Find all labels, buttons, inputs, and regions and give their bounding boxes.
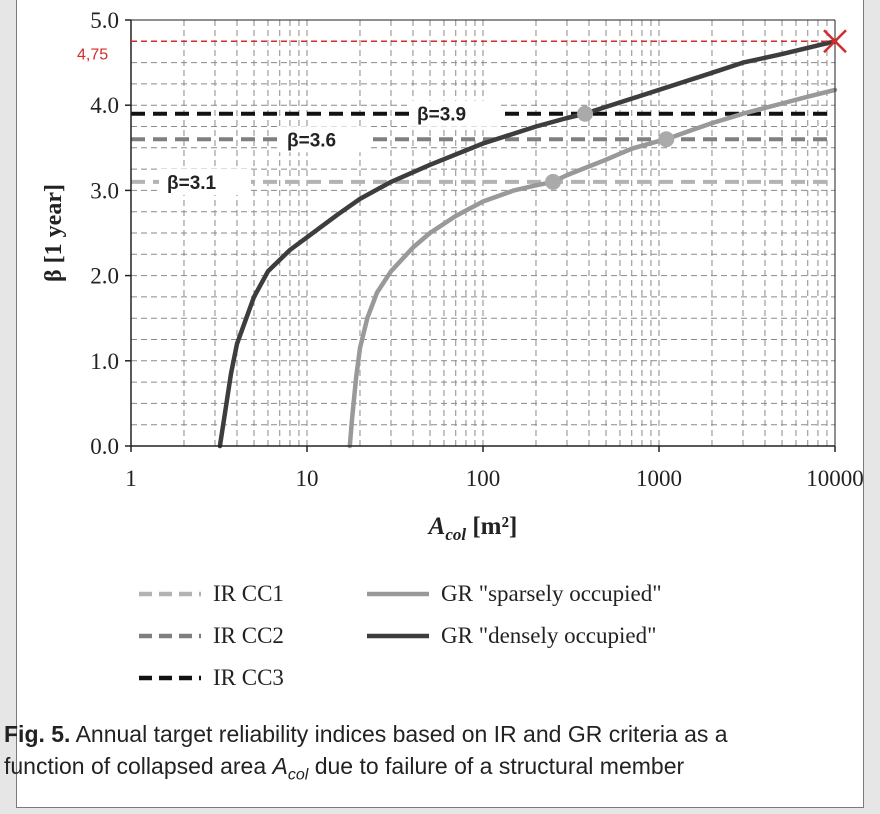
intersection-marker	[545, 173, 562, 190]
gr-curves	[217, 39, 838, 449]
annotation-label: 4,75	[77, 46, 108, 63]
gr-curve-densely	[217, 39, 838, 449]
chart: β=3.1 β=3.6 β=3.9 0.0 1.0 2.0 3.0 4.0 5.0 1 10 100…	[41, 8, 864, 544]
caption-line-2a: function of collapsed area	[4, 753, 273, 779]
legend-label: IR CC3	[213, 665, 284, 690]
legend-label: GR "densely occupied"	[441, 623, 657, 648]
intersection-marker	[577, 105, 594, 122]
legend-label: IR CC1	[213, 581, 284, 606]
figure-panel: β=3.1 β=3.6 β=3.9 0.0 1.0 2.0 3.0 4.0 5.0 1 10 100…	[16, 0, 864, 808]
caption-var: A	[272, 753, 288, 779]
x-axis-label: Acol [m²]	[427, 513, 518, 544]
x-tick-label: 100	[466, 466, 501, 491]
y-axis-label: β [1 year]	[41, 184, 67, 282]
legend-item: IR CC1	[139, 578, 284, 610]
figure-caption: Fig. 5. Annual target reliability indice…	[0, 718, 864, 792]
legend-swatch	[139, 633, 201, 639]
y-tick-label: 5.0	[90, 8, 119, 33]
legend-label: IR CC2	[213, 623, 284, 648]
cross-mark	[823, 29, 847, 54]
gr-curve-sparsely	[347, 87, 838, 449]
beta-label: β=3.1	[159, 168, 251, 195]
legend-swatch	[139, 591, 201, 597]
beta-label-text: β=3.6	[287, 130, 336, 151]
legend-swatch	[367, 633, 429, 639]
beta-label-text: β=3.1	[167, 173, 217, 194]
beta-label-bg	[279, 126, 371, 153]
legend-item: GR "sparsely occupied"	[367, 578, 662, 610]
y-tick-label: 1.0	[90, 349, 119, 374]
markers	[545, 105, 675, 190]
legend-label: GR "sparsely occupied"	[441, 581, 662, 606]
x-tick-label: 1	[125, 466, 137, 491]
x-tick-label: 1000	[636, 466, 682, 491]
caption-fig-label: Fig. 5.	[4, 721, 71, 747]
legend-item: GR "densely occupied"	[367, 620, 657, 652]
legend-swatch	[367, 591, 429, 597]
intersection-marker	[658, 131, 675, 148]
beta-label: β=3.9	[409, 100, 501, 127]
y-tick-label: 4.0	[90, 93, 119, 118]
legend-item: IR CC3	[139, 662, 284, 694]
y-tick-label: 3.0	[90, 178, 119, 203]
caption-line-2b: due to failure of a structural member	[308, 753, 685, 779]
annotation: 4,75	[77, 29, 847, 63]
x-tick-label: 10000	[806, 466, 864, 491]
axes: 0.0 1.0 2.0 3.0 4.0 5.0 1 10 100 1000 10000 β [1 ye…	[41, 8, 864, 544]
legend-item: IR CC2	[139, 620, 284, 652]
legend: IR CC1 GR "sparsely occupied" IR CC2 GR "de…	[139, 578, 819, 708]
grid	[131, 20, 835, 446]
x-tick-label: 10	[296, 466, 319, 491]
beta-label: β=3.6	[279, 126, 371, 153]
caption-line-1: Annual target reliability indices based …	[70, 721, 728, 747]
beta-label-text: β=3.9	[417, 105, 466, 126]
beta-label-bg	[159, 168, 251, 195]
line-labels: β=3.1 β=3.6 β=3.9	[159, 100, 501, 195]
y-tick-label: 2.0	[90, 264, 119, 289]
caption-var-sub: col	[287, 766, 309, 784]
legend-swatch	[139, 675, 201, 681]
beta-label-bg	[409, 100, 501, 127]
y-tick-label: 0.0	[90, 434, 119, 459]
